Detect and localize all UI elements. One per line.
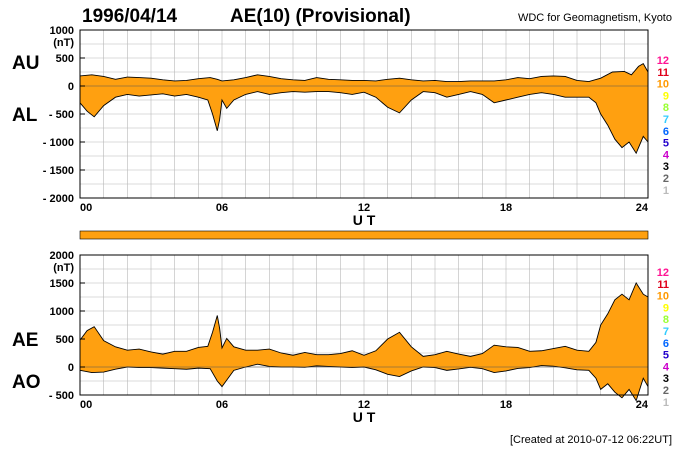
au-al-panel: 1000 500 0 - 500 - 1000 - 1500 - 2000 (nT) 00 06 1… bbox=[12, 25, 649, 228]
series-label-upper: AE bbox=[12, 330, 38, 351]
x-axis-label: U T bbox=[353, 409, 376, 425]
unit-label: (nT) bbox=[53, 262, 74, 274]
station-count-label: 8 bbox=[663, 102, 669, 114]
series-line-ae bbox=[79, 282, 649, 357]
series-line-ao bbox=[79, 363, 649, 402]
station-count-label: 5 bbox=[663, 138, 669, 150]
y-tick-label: - 500 bbox=[49, 390, 74, 402]
station-count-label: 10 bbox=[657, 291, 669, 303]
series-line-au bbox=[79, 62, 649, 82]
station-count-label: 4 bbox=[663, 361, 670, 373]
x-axis-label: U T bbox=[353, 212, 376, 228]
plot-frame bbox=[79, 254, 649, 396]
y-tick-label: 1500 bbox=[50, 278, 74, 290]
station-count-label: 3 bbox=[663, 373, 669, 385]
station-count-label: 8 bbox=[663, 314, 669, 326]
date-label: 1996/04/14 bbox=[82, 6, 178, 27]
series-label-upper: AU bbox=[12, 53, 39, 74]
station-count-label: 9 bbox=[663, 302, 669, 314]
y-tick-label: - 500 bbox=[49, 109, 74, 121]
y-tick-label: 500 bbox=[56, 334, 74, 346]
station-count-label: 1 bbox=[663, 185, 669, 197]
station-count-label: 10 bbox=[657, 79, 669, 91]
y-tick-label: 0 bbox=[68, 81, 74, 93]
x-tick-label: 18 bbox=[500, 399, 512, 411]
x-tick-label: 12 bbox=[358, 202, 370, 214]
unit-label: (nT) bbox=[53, 37, 74, 49]
x-tick-label: 18 bbox=[500, 202, 512, 214]
station-count-label: 3 bbox=[663, 161, 669, 173]
station-count-label: 9 bbox=[663, 90, 669, 102]
y-tick-label: 1000 bbox=[50, 306, 74, 318]
station-count-label: 12 bbox=[657, 267, 669, 279]
station-count-label: 7 bbox=[663, 114, 669, 126]
station-count-label: 6 bbox=[663, 126, 669, 138]
x-tick-label: 00 bbox=[80, 202, 92, 214]
station-count-label: 4 bbox=[663, 149, 670, 161]
y-tick-label: 500 bbox=[56, 53, 74, 65]
y-tick-label: - 1500 bbox=[43, 165, 74, 177]
data-availability-bar bbox=[79, 230, 649, 240]
x-tick-label: 06 bbox=[216, 399, 228, 411]
station-count-label: 6 bbox=[663, 338, 669, 350]
station-count-label: 5 bbox=[663, 350, 669, 362]
y-tick-label: 1000 bbox=[50, 25, 74, 37]
chart-title: AE(10) (Provisional) bbox=[230, 6, 411, 27]
x-tick-label: 00 bbox=[80, 399, 92, 411]
band-fill bbox=[80, 63, 648, 152]
y-tick-label: 2000 bbox=[50, 250, 74, 262]
station-count-label: 2 bbox=[663, 385, 669, 397]
station-count-label: 7 bbox=[663, 326, 669, 338]
series-line-al bbox=[79, 91, 649, 155]
x-tick-label: 24 bbox=[636, 399, 649, 411]
station-count-label: 11 bbox=[657, 67, 669, 79]
station-count-label: 2 bbox=[663, 173, 669, 185]
station-count-label: 12 bbox=[657, 55, 669, 67]
station-count-label: 1 bbox=[663, 397, 669, 409]
y-tick-label: - 2000 bbox=[43, 193, 74, 205]
x-tick-label: 06 bbox=[216, 202, 228, 214]
x-tick-label: 24 bbox=[636, 202, 649, 214]
series-label-lower: AO bbox=[12, 372, 41, 393]
station-count-label: 11 bbox=[657, 279, 669, 291]
x-tick-label: 12 bbox=[358, 399, 370, 411]
y-tick-label: 0 bbox=[68, 362, 74, 374]
source-label: WDC for Geomagnetism, Kyoto bbox=[518, 12, 672, 24]
y-tick-label: - 1000 bbox=[43, 137, 74, 149]
created-timestamp: [Created at 2010-07-12 06:22UT] bbox=[510, 434, 672, 446]
series-label-lower: AL bbox=[12, 105, 38, 126]
ae-ao-panel: 2000 1500 1000 500 0 - 500 (nT) 00 06 12 18 24 U T AE… bbox=[12, 250, 649, 425]
